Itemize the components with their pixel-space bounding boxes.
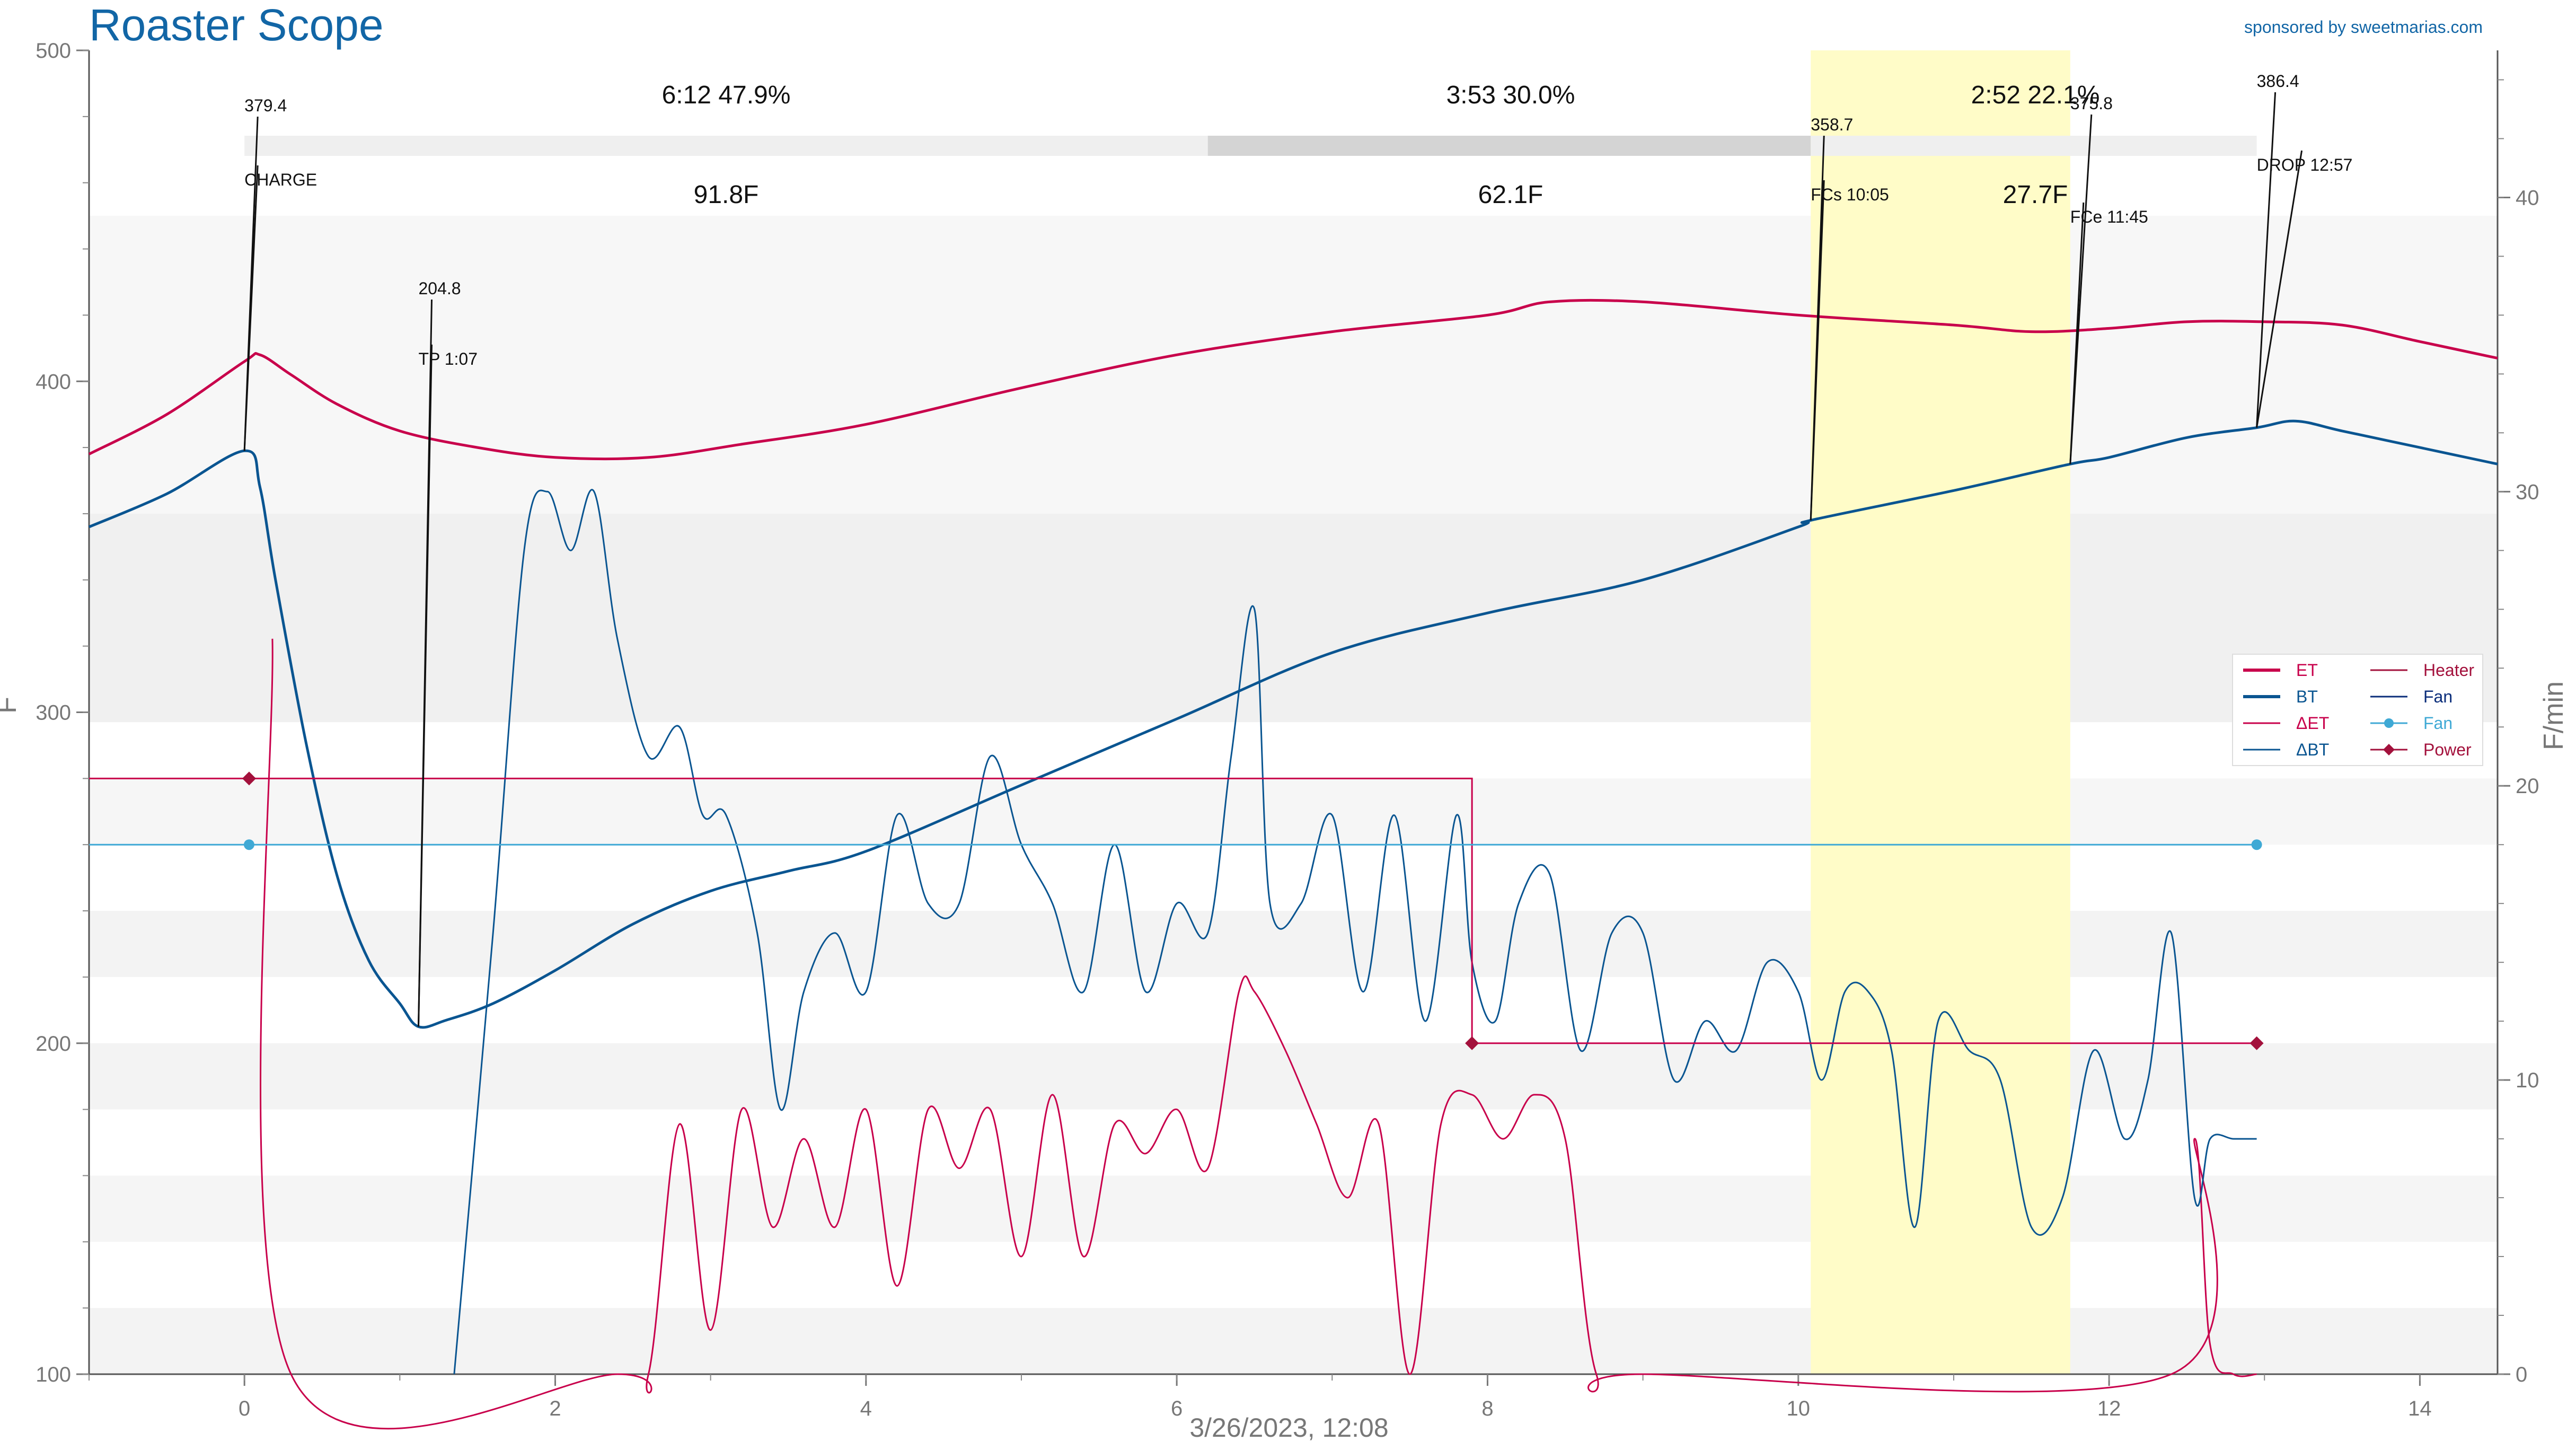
- x-tick-label: 12: [2097, 1397, 2121, 1420]
- annotation-label: FCs 10:05: [1811, 185, 1889, 204]
- y-right-tick-label: 10: [2516, 1069, 2539, 1092]
- phase-duration: 2:52 22.1%: [1971, 81, 2100, 109]
- series-δbt: [453, 489, 2257, 1375]
- annotation-label: TP 1:07: [419, 349, 478, 368]
- y-right-tick-label: 20: [2516, 775, 2539, 798]
- y-axis-label-left: F: [0, 697, 22, 714]
- x-tick-label: 0: [239, 1397, 250, 1420]
- annotation-leader: [243, 165, 259, 451]
- chart-title: Roaster Scope: [89, 0, 384, 50]
- legend-label: Power: [2423, 740, 2472, 759]
- series-δet: [260, 638, 2257, 1430]
- phase-segment: [244, 136, 1208, 156]
- annotation-label: CHARGE: [244, 170, 317, 189]
- background-band: [89, 216, 2498, 514]
- series-et: [88, 298, 2498, 461]
- phase-texts: 6:12 47.9% 91.8F 3:53 30.0% 62.1F 2:52 22.1%…: [662, 81, 2100, 209]
- y-left-tick-label: 300: [36, 701, 71, 725]
- annotation-value: 379.4: [244, 96, 287, 115]
- background-band: [89, 1043, 2498, 1110]
- annotation-leader: [2256, 150, 2303, 428]
- annotation-leader: [418, 344, 433, 1027]
- background-band: [89, 1308, 2498, 1374]
- legend: ET BT ΔET ΔBT Heater Fan Fan Power: [2232, 654, 2483, 766]
- annotation-value: 386.4: [2257, 72, 2299, 91]
- y-right-tick-label: 0: [2516, 1363, 2527, 1386]
- phase-segment: [1207, 136, 1811, 156]
- background-bands: [89, 50, 2498, 1374]
- legend-label: ET: [2296, 661, 2318, 680]
- annotation-label: FCe 11:45: [2070, 207, 2148, 226]
- legend-marker: [2384, 718, 2394, 728]
- y-right-tick-label: 30: [2516, 480, 2539, 504]
- phase-bar: [244, 136, 2257, 156]
- power-marker: [1465, 1036, 1479, 1050]
- legend-label: Fan: [2423, 687, 2453, 706]
- phase-delta: 62.1F: [1478, 181, 1543, 209]
- background-band: [89, 911, 2498, 977]
- phase-delta: 27.7F: [2003, 181, 2068, 209]
- y-right-tick-label: 40: [2516, 186, 2539, 209]
- annotation-value: 204.8: [419, 279, 461, 298]
- y-left-tick-label: 500: [36, 39, 71, 63]
- annotation-leader: [2256, 92, 2277, 428]
- x-tick-label: 4: [860, 1397, 872, 1420]
- power-marker: [2249, 1036, 2264, 1050]
- annotation-leader: [1810, 180, 1825, 521]
- sponsor-link[interactable]: sponsored by sweetmarias.com: [2244, 17, 2483, 37]
- annotation-leader: [2069, 202, 2085, 464]
- series-lines: [88, 298, 2498, 1430]
- x-tick-label: 8: [1481, 1397, 1493, 1420]
- background-band: [89, 778, 2498, 845]
- series-bt: [89, 419, 2498, 1029]
- heater-line: [89, 777, 2257, 1044]
- annotation-value: 375.8: [2070, 94, 2113, 113]
- phase-segment: [1811, 136, 2257, 156]
- highlight-band: [1811, 50, 2070, 1374]
- axes: 0 2 4 6 8 10 12 14 100 200 300 400 500 0 10 20 30 40: [36, 39, 2539, 1420]
- control-lines: [89, 771, 2264, 1050]
- background-band: [89, 1175, 2498, 1242]
- x-tick-label: 14: [2408, 1397, 2432, 1420]
- y-left-tick-label: 200: [36, 1032, 71, 1056]
- legend-label: ΔBT: [2296, 740, 2329, 759]
- legend-label: ΔET: [2296, 714, 2329, 733]
- fan-marker: [2251, 839, 2262, 850]
- fan-marker: [243, 839, 254, 850]
- background-band: [89, 513, 2498, 723]
- x-axis-label: 3/26/2023, 12:08: [1189, 1413, 1388, 1443]
- annotation-value: 358.7: [1811, 115, 1853, 134]
- x-tick-label: 10: [1787, 1397, 1811, 1420]
- x-tick-label: 2: [549, 1397, 561, 1420]
- legend-box: [2232, 654, 2483, 766]
- annotation-label: DROP 12:57: [2257, 155, 2353, 174]
- legend-marker: [2383, 744, 2395, 755]
- phase-duration: 3:53 30.0%: [1446, 81, 1575, 109]
- phase-delta: 91.8F: [694, 181, 759, 209]
- power-marker: [242, 771, 256, 786]
- legend-label: Heater: [2423, 661, 2474, 680]
- first-crack-highlight: [1811, 50, 2070, 1374]
- y-left-tick-label: 400: [36, 370, 71, 393]
- x-tick-label: 6: [1171, 1397, 1183, 1420]
- legend-label: BT: [2296, 687, 2318, 706]
- event-annotations: 379.4 CHARGE 204.8 TP 1:07 358.7 FCs 10:05 375…: [243, 72, 2353, 1027]
- phase-duration: 6:12 47.9%: [662, 81, 791, 109]
- y-left-tick-label: 100: [36, 1363, 71, 1386]
- legend-label: Fan: [2423, 714, 2453, 733]
- y-axis-label-right: F/min: [2538, 681, 2569, 750]
